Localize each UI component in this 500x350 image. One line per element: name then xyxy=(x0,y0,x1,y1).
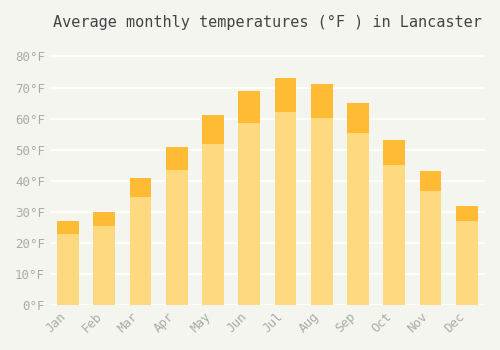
Bar xyxy=(202,116,224,144)
Bar xyxy=(130,178,152,197)
Bar xyxy=(166,147,188,305)
Bar xyxy=(166,147,188,170)
Bar xyxy=(238,91,260,305)
Bar xyxy=(274,78,296,305)
Bar xyxy=(274,78,296,112)
Bar xyxy=(384,140,405,165)
Bar xyxy=(130,178,152,305)
Bar xyxy=(456,205,477,220)
Bar xyxy=(347,103,369,305)
Bar xyxy=(238,91,260,123)
Bar xyxy=(202,116,224,305)
Bar xyxy=(456,205,477,305)
Bar xyxy=(311,84,332,118)
Bar xyxy=(94,212,115,226)
Bar xyxy=(57,221,79,234)
Title: Average monthly temperatures (°F ) in Lancaster: Average monthly temperatures (°F ) in La… xyxy=(53,15,482,30)
Bar xyxy=(94,212,115,305)
Bar xyxy=(57,221,79,305)
Bar xyxy=(311,84,332,305)
Bar xyxy=(384,140,405,305)
Bar xyxy=(420,172,442,305)
Bar xyxy=(420,172,442,191)
Bar xyxy=(347,103,369,133)
